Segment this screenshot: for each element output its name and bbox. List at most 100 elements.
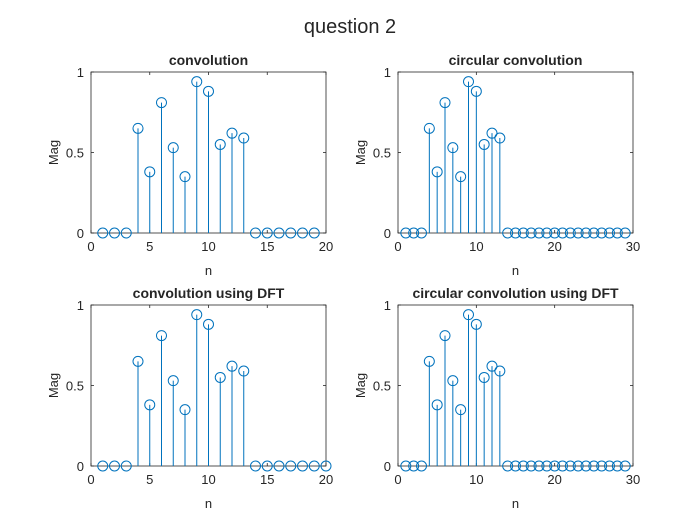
stem-marker	[557, 227, 568, 239]
y-axis-label: Mag	[46, 373, 61, 398]
stem-marker	[214, 138, 226, 150]
y-tick-label: 0	[384, 226, 391, 241]
stem-marker	[408, 460, 420, 472]
stem-marker	[611, 227, 623, 239]
axes-frame	[397, 71, 634, 234]
stem-marker	[179, 404, 191, 416]
y-axis-label: Mag	[353, 373, 368, 398]
subplot-1: convolution 0 5 10 15 20 0 0.5 1 n Mag	[46, 52, 333, 278]
y-tick-label: 0.5	[373, 146, 391, 161]
stem-marker	[533, 227, 545, 239]
stem-marker	[447, 375, 459, 387]
stem-marker	[604, 227, 615, 239]
y-tick-label: 0	[77, 226, 84, 241]
stem-marker	[580, 227, 592, 239]
stem-marker	[203, 318, 214, 330]
axes-frame	[397, 304, 634, 467]
y-tick-label: 0.5	[66, 146, 84, 161]
x-tick-label: 10	[469, 239, 483, 254]
stem-marker	[400, 227, 412, 239]
x-tick-label: 20	[319, 472, 333, 487]
stem-marker	[478, 138, 490, 150]
x-tick-label: 15	[260, 239, 274, 254]
stem-marker	[214, 371, 226, 383]
stem-marker	[580, 460, 592, 472]
stem-marker	[549, 227, 561, 239]
x-tick-label: 20	[547, 239, 561, 254]
stem-marker	[517, 227, 529, 239]
stem-marker	[273, 227, 285, 239]
stem-marker	[203, 85, 214, 97]
stem-marker	[517, 460, 529, 472]
stem-marker	[261, 227, 273, 239]
stem-marker	[447, 142, 459, 154]
stem-marker	[431, 166, 443, 178]
x-tick-label: 0	[394, 239, 401, 254]
stem-marker	[250, 460, 261, 472]
stem-marker	[226, 360, 238, 372]
stem-marker	[604, 460, 615, 472]
x-axis-label: n	[512, 496, 519, 511]
stem-marker	[596, 227, 608, 239]
stem-marker	[541, 227, 553, 239]
stem-marker	[416, 460, 427, 472]
x-tick-label: 5	[146, 239, 153, 254]
stem-marker	[408, 227, 420, 239]
stem-marker	[486, 360, 498, 372]
stem-marker	[156, 330, 167, 342]
stem-marker	[463, 309, 474, 321]
stem-marker	[455, 171, 467, 183]
stem-marker	[525, 227, 537, 239]
x-tick-label: 0	[394, 472, 401, 487]
x-tick-label: 20	[319, 239, 333, 254]
stem-marker	[619, 460, 631, 472]
y-tick-label: 0	[77, 459, 84, 474]
stem-marker	[478, 371, 490, 383]
stem-marker	[486, 127, 498, 139]
x-tick-label: 30	[626, 472, 640, 487]
x-tick-label: 10	[201, 472, 215, 487]
stem-marker	[167, 375, 179, 387]
stem-marker	[308, 227, 320, 239]
stem-marker	[261, 460, 273, 472]
stem-marker	[400, 460, 412, 472]
stem-marker	[226, 127, 238, 139]
x-axis-label: n	[205, 263, 212, 278]
y-axis-label: Mag	[353, 140, 368, 165]
stem-marker	[611, 460, 623, 472]
y-tick-label: 1	[384, 298, 391, 313]
stem-marker	[572, 227, 584, 239]
stem-marker	[423, 355, 435, 367]
x-tick-label: 30	[626, 239, 640, 254]
stem-marker	[439, 97, 451, 109]
subplot-title: circular convolution	[449, 52, 583, 68]
stem-marker	[179, 171, 191, 183]
stem-marker	[297, 460, 308, 472]
x-tick-label: 0	[87, 239, 94, 254]
x-tick-label: 5	[146, 472, 153, 487]
x-axis-label: n	[205, 496, 212, 511]
stem-marker	[564, 460, 576, 472]
stem-marker	[120, 227, 132, 239]
stem-marker	[167, 142, 179, 154]
stem-marker	[156, 97, 167, 109]
y-tick-label: 0.5	[66, 379, 84, 394]
stem-marker	[109, 460, 120, 472]
x-axis-label: n	[512, 263, 519, 278]
stem-marker	[525, 460, 537, 472]
stem-marker	[423, 122, 435, 134]
stem-marker	[463, 76, 474, 88]
stem-marker	[120, 460, 132, 472]
stem-marker	[588, 460, 600, 472]
stem-marker	[250, 227, 261, 239]
stem-marker	[557, 460, 568, 472]
stem-marker	[549, 460, 561, 472]
stem-marker	[238, 365, 250, 377]
stem-marker	[416, 227, 427, 239]
stem-marker	[285, 460, 297, 472]
y-tick-label: 0	[384, 459, 391, 474]
stem-marker	[273, 460, 285, 472]
stem-marker	[132, 122, 144, 134]
subplot-2: circular convolution 0 10 20 30 0 0.5 1 n Mag	[353, 52, 640, 278]
